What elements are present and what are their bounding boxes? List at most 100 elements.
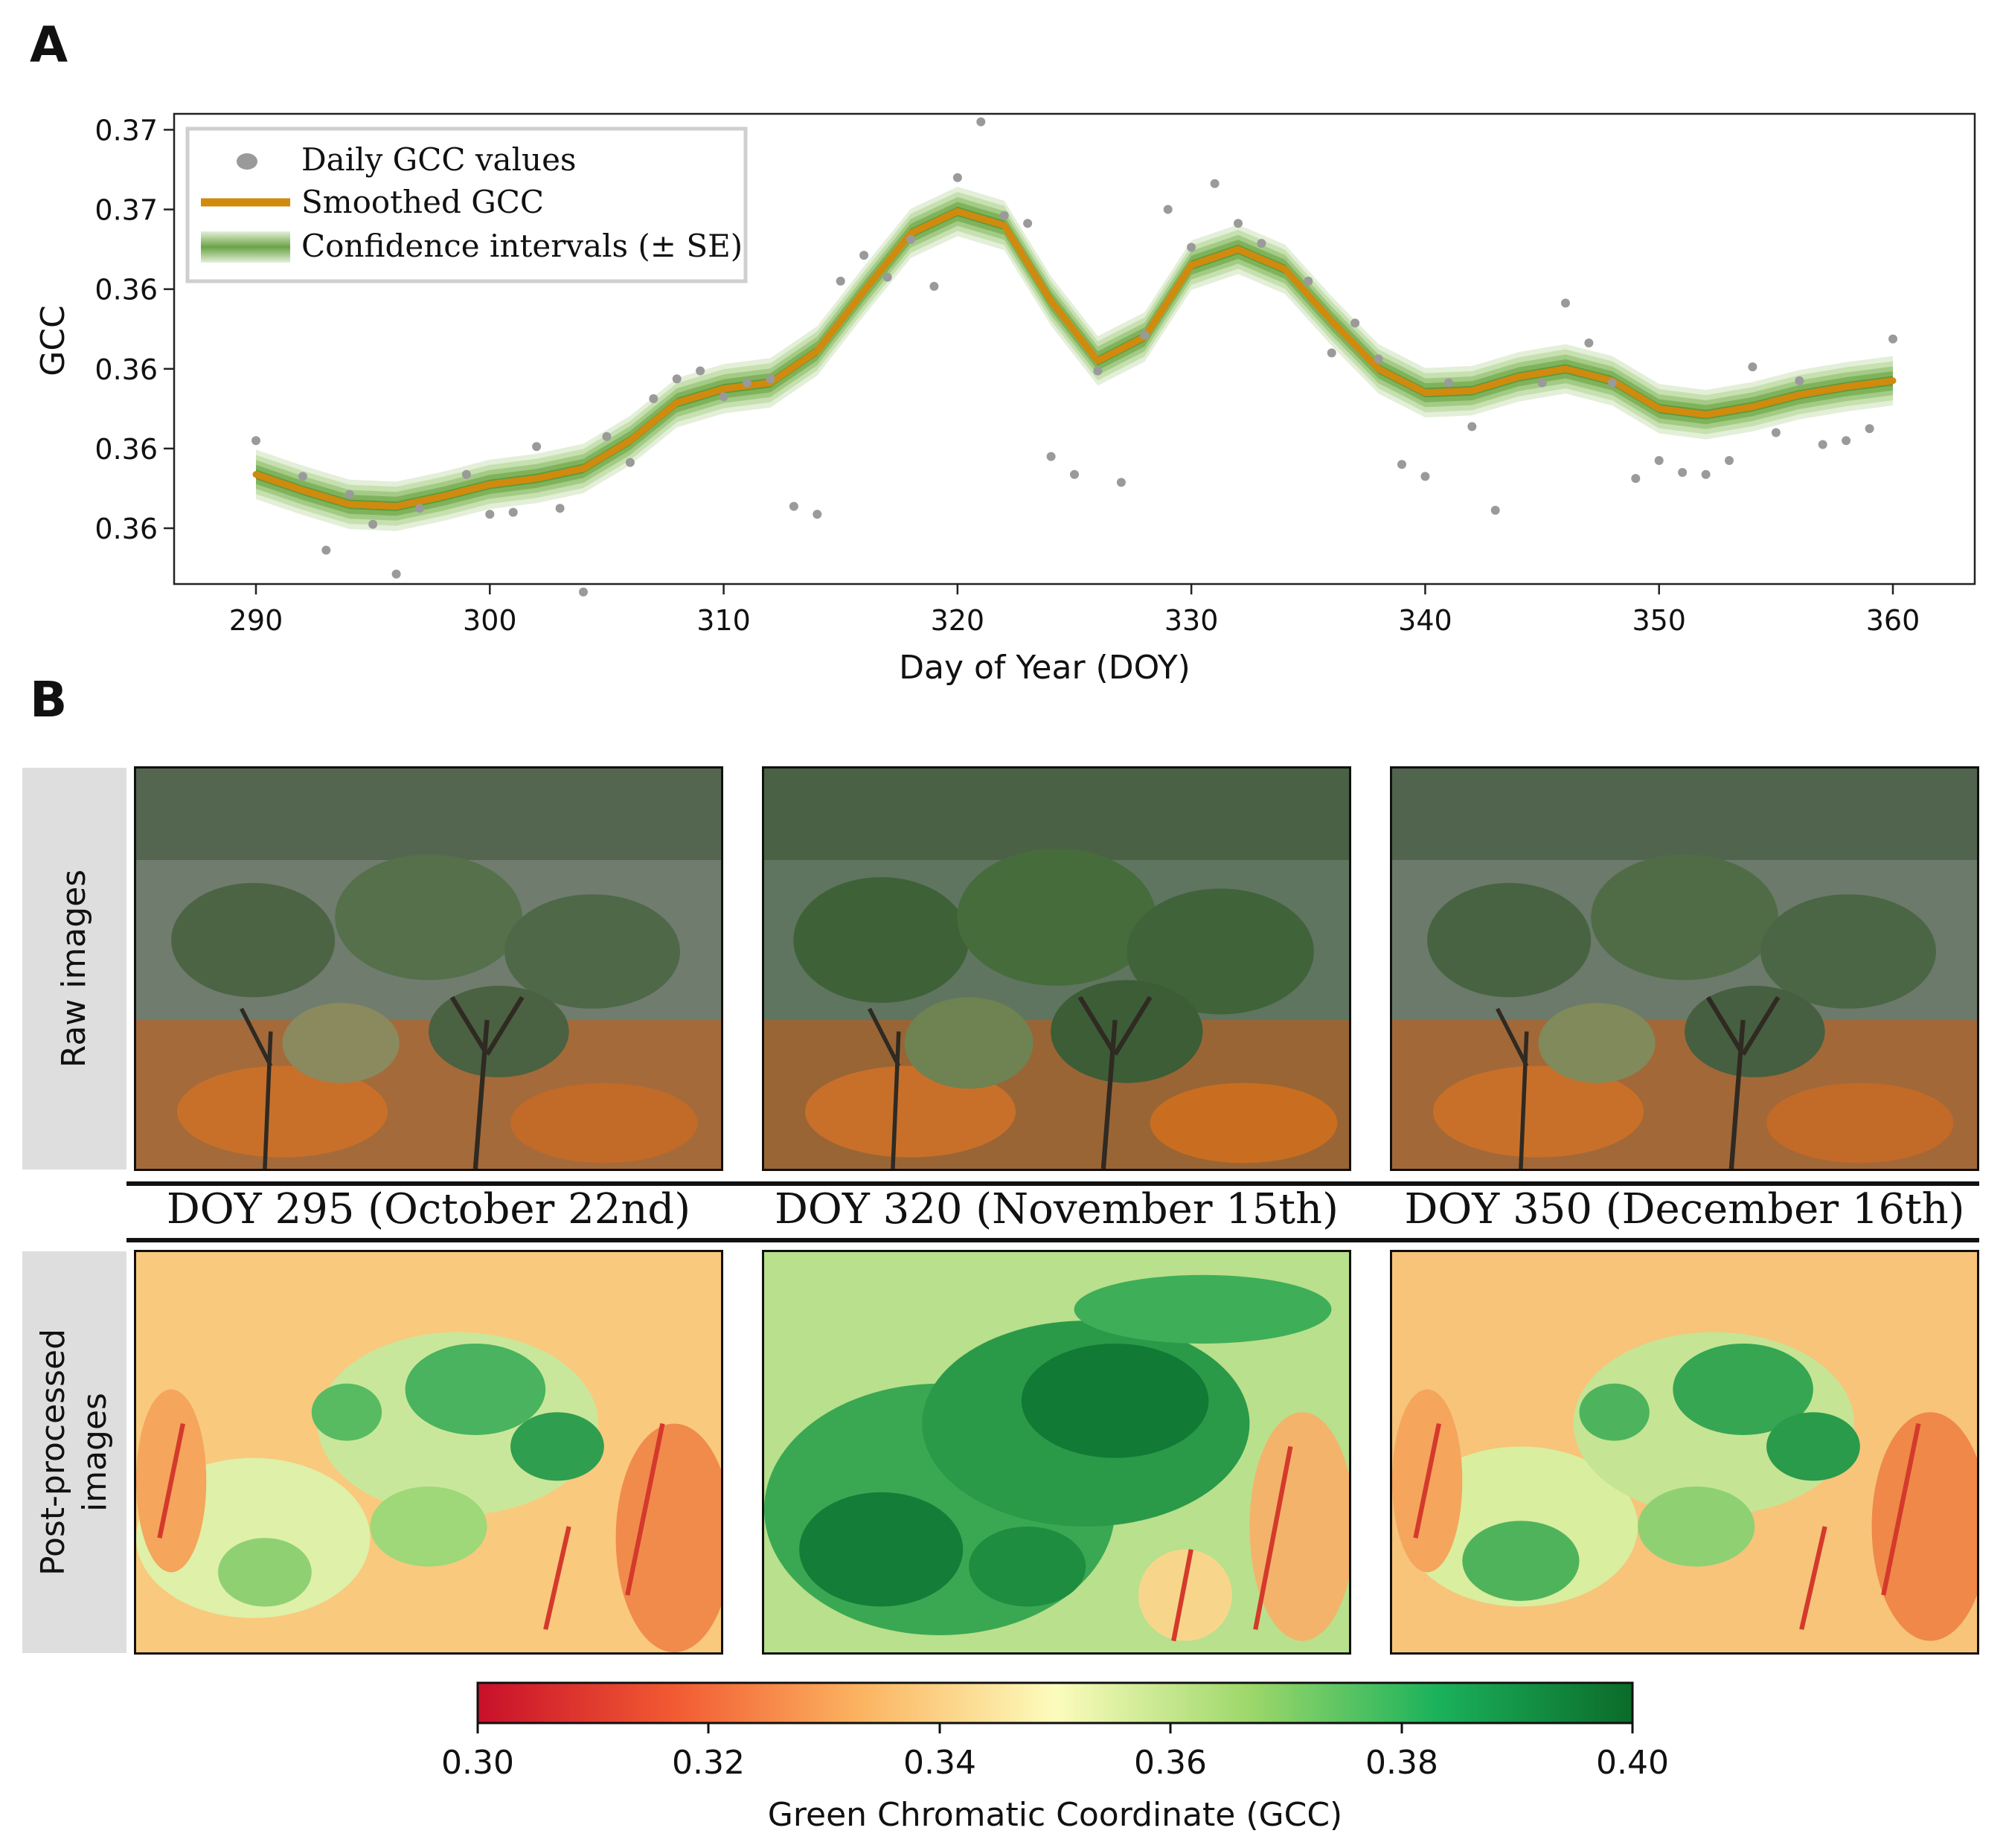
data-point: [1210, 179, 1220, 188]
y-axis-ticks: 0.37 0.37 0.36 0.36 0.36 0.36: [94, 114, 174, 545]
data-point: [625, 458, 635, 467]
data-point: [999, 211, 1009, 220]
x-tick-label: 300: [463, 604, 517, 637]
data-point: [1420, 472, 1430, 481]
data-point: [1443, 378, 1453, 388]
x-axis-label: Day of Year (DOY): [899, 649, 1191, 687]
data-point: [813, 510, 822, 519]
legend-ci-marker: [201, 231, 290, 263]
data-point: [1187, 243, 1196, 252]
x-axis-ticks: 290 300 310 320 330 340 350 360: [229, 584, 1920, 637]
data-point: [1631, 474, 1641, 484]
colorbar-label: Green Chromatic Coordinate (GCC): [768, 1796, 1342, 1834]
data-point: [789, 501, 798, 511]
data-point: [602, 431, 612, 441]
data-point: [1865, 424, 1874, 434]
data-point: [579, 587, 588, 597]
data-point: [1748, 362, 1757, 372]
x-tick-label: 350: [1632, 604, 1686, 637]
x-tick-label: 340: [1398, 604, 1452, 637]
y-tick-label: 0.36: [94, 353, 158, 386]
data-point: [555, 504, 565, 513]
data-point: [368, 519, 378, 529]
x-tick-label: 310: [696, 604, 751, 637]
data-point: [1842, 436, 1851, 446]
data-point: [1725, 456, 1734, 465]
row-label-raw-text: Raw images: [55, 869, 93, 1068]
gcc-map-doy295: [134, 1250, 723, 1655]
data-point: [672, 374, 682, 384]
data-point: [1374, 354, 1383, 364]
data-point: [1023, 219, 1033, 228]
colorbar-tick-label: 0.40: [1596, 1744, 1669, 1782]
colorbar-tick-label: 0.38: [1365, 1744, 1438, 1782]
data-point: [321, 545, 331, 555]
legend-points-label: Daily GCC values: [301, 141, 577, 178]
y-tick-label: 0.37: [94, 194, 158, 227]
gcc-map-doy350: [1390, 1250, 1979, 1655]
data-point: [1327, 348, 1336, 358]
row-label-raw: Raw images: [22, 768, 126, 1170]
legend-smooth-label: Smoothed GCC: [301, 184, 544, 220]
confidence-bands: [256, 187, 1893, 531]
date-label-doy350: DOY 350 (December 16th): [1404, 1185, 1965, 1233]
data-point: [836, 276, 845, 286]
ci-band-3: [256, 196, 1893, 521]
daily-gcc-points: [251, 117, 1897, 597]
data-point: [1140, 330, 1150, 340]
data-point: [1397, 460, 1406, 469]
data-point: [952, 173, 962, 182]
data-point: [391, 569, 401, 579]
raw-image-doy295: [134, 766, 723, 1171]
x-tick-label: 360: [1866, 604, 1920, 637]
data-point: [649, 394, 658, 403]
data-point: [1701, 469, 1711, 479]
data-point: [1795, 376, 1804, 385]
data-point: [1163, 205, 1173, 214]
y-tick-label: 0.37: [94, 114, 158, 147]
data-point: [1234, 219, 1243, 228]
colorbar-ticks: [476, 1723, 1634, 1733]
data-point: [1304, 276, 1313, 286]
data-point: [345, 490, 354, 499]
data-point: [298, 472, 307, 481]
gcc-map-art: [1392, 1252, 1977, 1652]
colorbar-tick-label: 0.36: [1134, 1744, 1207, 1782]
legend: Daily GCC values Smoothed GCC Confidence…: [185, 126, 748, 283]
data-point: [696, 366, 705, 376]
legend-points-marker: [237, 153, 257, 170]
gcc-map-art: [764, 1252, 1349, 1652]
y-tick-label: 0.36: [94, 513, 158, 545]
data-point: [508, 507, 518, 517]
data-point: [1537, 378, 1547, 388]
x-tick-label: 330: [1164, 604, 1219, 637]
date-label-doy295: DOY 295 (October 22nd): [166, 1185, 691, 1233]
data-point: [1467, 422, 1477, 431]
colorbar: [476, 1681, 1634, 1725]
data-point: [1046, 452, 1056, 461]
data-point: [1257, 239, 1266, 248]
data-point: [719, 392, 728, 402]
separator-bottom: [126, 1238, 1979, 1242]
data-point: [906, 234, 915, 244]
panel-label-b: B: [30, 671, 68, 728]
y-tick-label: 0.36: [94, 433, 158, 466]
colorbar-tick-label: 0.30: [441, 1744, 514, 1782]
colorbar-tick-label: 0.32: [672, 1744, 745, 1782]
date-label-doy320: DOY 320 (November 15th): [775, 1185, 1339, 1233]
data-point: [882, 272, 892, 282]
raw-photo-art: [136, 769, 721, 1169]
data-point: [929, 281, 939, 291]
data-point: [1350, 318, 1360, 328]
data-point: [461, 469, 471, 479]
data-point: [766, 374, 775, 384]
data-point: [532, 442, 542, 452]
data-point: [743, 378, 752, 388]
data-point: [976, 117, 986, 126]
gcc-map-art: [136, 1252, 721, 1652]
data-point: [1490, 505, 1500, 515]
panel-label-a: A: [30, 16, 68, 74]
data-point: [1561, 298, 1570, 308]
data-point: [859, 251, 869, 260]
